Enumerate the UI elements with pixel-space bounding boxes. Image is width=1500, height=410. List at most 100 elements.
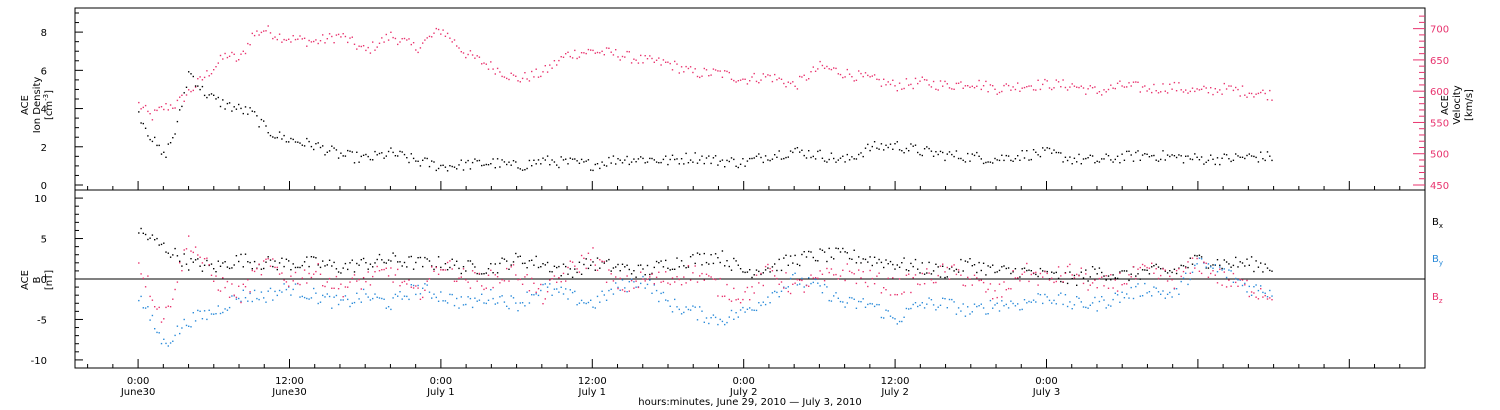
density-series-point bbox=[1219, 163, 1221, 166]
by-series-point bbox=[1146, 292, 1148, 294]
bz-series-point bbox=[1198, 270, 1201, 272]
by-series-point bbox=[1003, 305, 1005, 307]
density-series-point bbox=[810, 156, 812, 159]
density-series-point bbox=[692, 161, 694, 163]
velocity-series-point bbox=[1057, 81, 1060, 83]
velocity-series-point bbox=[930, 86, 933, 88]
bx-series-point bbox=[808, 250, 810, 253]
density-series-point bbox=[1130, 154, 1132, 156]
velocity-series-point bbox=[458, 47, 460, 49]
bz-series-point bbox=[210, 274, 213, 276]
bx-series-point bbox=[971, 265, 973, 267]
velocity-series-point bbox=[835, 67, 837, 70]
density-series-point bbox=[192, 75, 194, 78]
bz-series-point bbox=[1175, 269, 1178, 272]
by-series-point bbox=[674, 298, 676, 301]
velocity-series-point bbox=[412, 42, 415, 44]
density-series-point bbox=[749, 157, 751, 160]
bz-series-point bbox=[896, 294, 898, 296]
velocity-series-point bbox=[276, 38, 278, 41]
by-series-point bbox=[728, 316, 730, 318]
by-series-point bbox=[367, 296, 369, 298]
velocity-series-point bbox=[269, 32, 272, 34]
by-series-point bbox=[1214, 264, 1216, 266]
velocity-series-point bbox=[249, 44, 251, 46]
density-series-point bbox=[1232, 159, 1235, 161]
bz-series-point bbox=[1203, 261, 1205, 263]
bx-series-point bbox=[267, 256, 269, 258]
by-series-point bbox=[1101, 296, 1103, 298]
density-series-point bbox=[1223, 153, 1225, 155]
by-series-point bbox=[889, 315, 892, 317]
velocity-series-point bbox=[524, 72, 526, 74]
bz-series-point bbox=[337, 288, 340, 290]
velocity-series-point bbox=[1153, 83, 1155, 86]
bx-series-point bbox=[1271, 270, 1273, 272]
density-series-point bbox=[333, 147, 335, 149]
density-series-point bbox=[344, 155, 347, 157]
by-series-point bbox=[1230, 270, 1232, 272]
velocity-series-point bbox=[422, 42, 424, 44]
bx-series-point bbox=[769, 271, 771, 273]
bx-series-point bbox=[801, 253, 803, 256]
bx-series-point bbox=[1198, 254, 1201, 256]
velocity-series-point bbox=[919, 80, 921, 82]
top-right-ylabel: ACE Velocity [km/s] bbox=[1440, 85, 1475, 124]
by-series-point bbox=[269, 287, 272, 290]
bz-series-point bbox=[819, 270, 821, 272]
velocity-series-point bbox=[753, 72, 755, 75]
velocity-series-point bbox=[394, 37, 397, 40]
bx-series-point bbox=[621, 263, 624, 265]
density-series-point bbox=[751, 157, 753, 160]
density-series-point bbox=[1253, 155, 1255, 158]
by-series-point bbox=[799, 283, 801, 285]
by-series-point bbox=[982, 307, 985, 309]
bx-series-point bbox=[930, 273, 933, 275]
bx-series-point bbox=[1207, 267, 1210, 269]
by-series-point bbox=[506, 305, 508, 307]
by-series-point bbox=[326, 293, 328, 295]
density-series-point bbox=[188, 71, 190, 73]
velocity-series-point bbox=[1266, 99, 1269, 101]
bz-series-point bbox=[987, 288, 989, 291]
bx-series-point bbox=[908, 270, 910, 272]
by-series-point bbox=[644, 287, 646, 289]
velocity-series-point bbox=[433, 32, 435, 34]
velocity-series-point bbox=[942, 85, 944, 87]
by-series-point bbox=[258, 298, 260, 301]
bz-series-point bbox=[1173, 287, 1176, 289]
by-series-point bbox=[158, 332, 160, 334]
bx-series-point bbox=[408, 256, 410, 258]
density-series-point bbox=[960, 157, 962, 160]
density-series-point bbox=[808, 150, 810, 152]
bx-series-point bbox=[142, 232, 144, 234]
bz-series-point bbox=[1132, 266, 1135, 268]
by-series-point bbox=[265, 301, 267, 303]
bz-series-point bbox=[199, 256, 201, 258]
velocity-series-point bbox=[1255, 93, 1257, 95]
bz-series-point bbox=[703, 279, 705, 281]
by-series-point bbox=[226, 309, 229, 311]
velocity-series-point bbox=[1001, 90, 1003, 93]
bz-series-point bbox=[799, 279, 801, 281]
velocity-series-point bbox=[213, 69, 215, 71]
by-series-point bbox=[224, 308, 226, 310]
bz-series-point bbox=[1028, 280, 1030, 283]
by-series-point bbox=[342, 299, 344, 301]
density-series-point bbox=[446, 170, 449, 172]
velocity-series-point bbox=[251, 32, 253, 35]
density-series-point bbox=[610, 162, 612, 164]
by-series-point bbox=[689, 309, 692, 311]
bz-series-point bbox=[942, 263, 944, 265]
by-series-point bbox=[1216, 271, 1219, 273]
bz-series-point bbox=[935, 281, 937, 284]
density-series-point bbox=[1110, 159, 1112, 161]
bx-series-point bbox=[228, 267, 231, 270]
density-series-point bbox=[535, 163, 537, 165]
bz-series-point bbox=[676, 276, 678, 278]
bx-series-point bbox=[928, 261, 930, 264]
by-series-point bbox=[263, 297, 265, 299]
velocity-series-point bbox=[528, 80, 531, 82]
bz-series-point bbox=[565, 280, 567, 282]
density-series-point bbox=[1091, 155, 1094, 157]
